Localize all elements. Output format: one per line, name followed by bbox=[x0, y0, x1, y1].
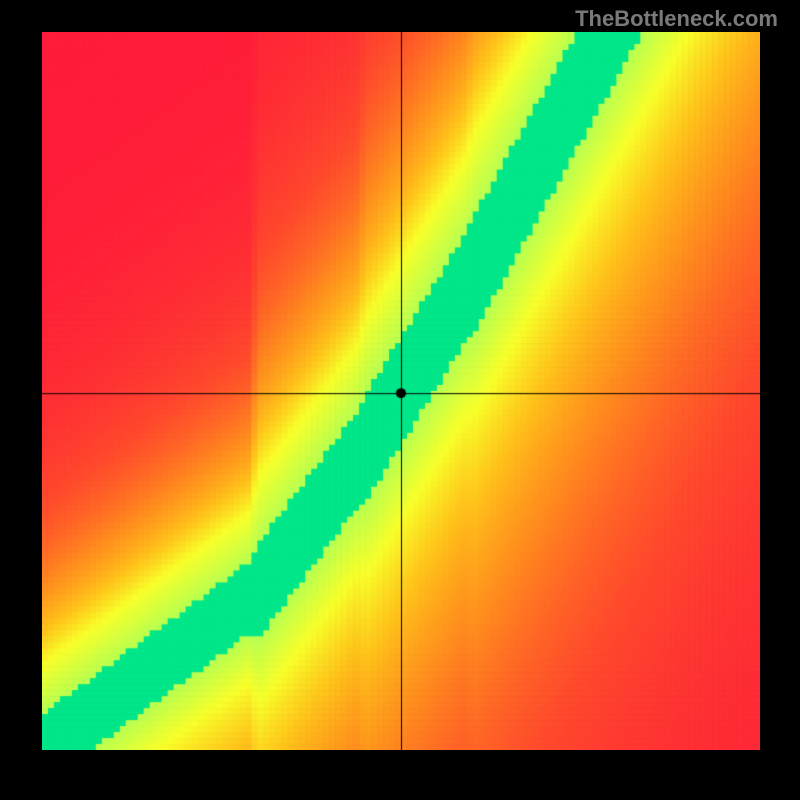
bottleneck-heatmap bbox=[42, 32, 760, 750]
watermark-text: TheBottleneck.com bbox=[575, 6, 778, 32]
chart-container: TheBottleneck.com bbox=[0, 0, 800, 800]
